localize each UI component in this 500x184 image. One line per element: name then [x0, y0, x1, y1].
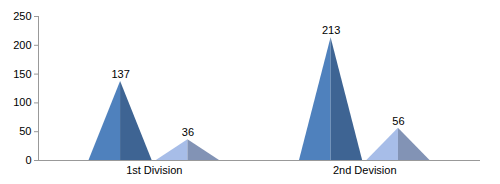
svg-text:100: 100 — [13, 96, 31, 108]
svg-text:1st Division: 1st Division — [126, 164, 182, 176]
svg-text:250: 250 — [13, 10, 31, 22]
svg-text:36: 36 — [182, 126, 194, 138]
svg-text:0: 0 — [25, 154, 31, 166]
svg-text:50: 50 — [19, 125, 31, 137]
svg-text:2nd Devision: 2nd Devision — [333, 164, 397, 176]
svg-text:137: 137 — [111, 68, 129, 80]
svg-text:56: 56 — [392, 115, 404, 127]
svg-text:200: 200 — [13, 39, 31, 51]
svg-text:213: 213 — [322, 24, 340, 36]
svg-text:150: 150 — [13, 68, 31, 80]
